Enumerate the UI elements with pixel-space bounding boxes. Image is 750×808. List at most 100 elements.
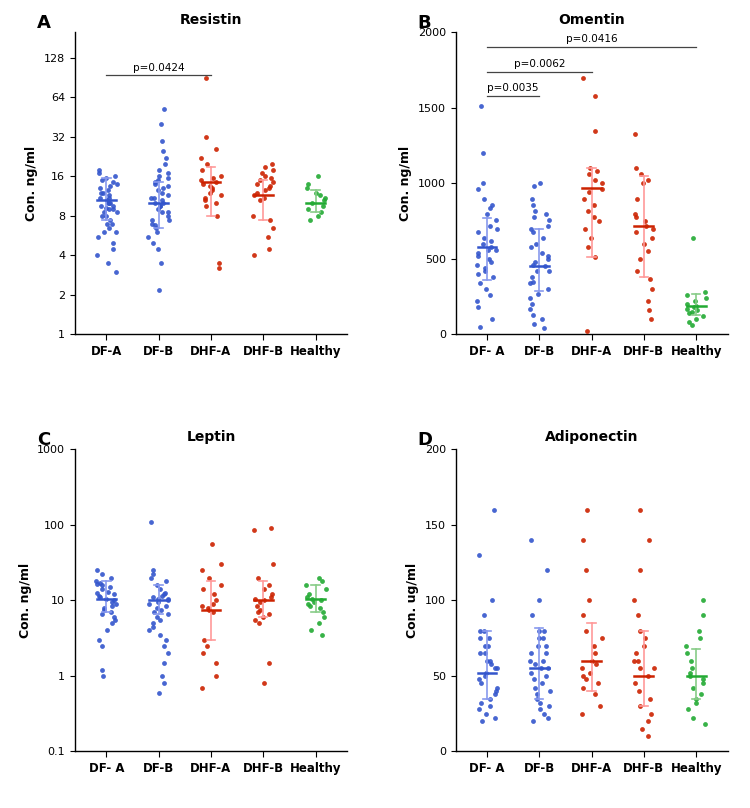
Point	[155, 118, 167, 131]
Point	[646, 283, 658, 296]
Point	[540, 639, 552, 652]
Point	[576, 707, 588, 720]
Point	[149, 219, 161, 232]
Point	[162, 608, 174, 621]
Point	[202, 639, 214, 652]
Point	[304, 624, 316, 637]
Point	[102, 257, 114, 270]
Point	[151, 601, 163, 614]
Point	[477, 238, 489, 250]
Point	[95, 608, 107, 621]
Point	[477, 177, 489, 190]
Point	[699, 718, 711, 730]
Point	[319, 191, 331, 204]
Point	[640, 219, 652, 232]
Point	[686, 662, 698, 675]
Text: p=0.0062: p=0.0062	[514, 58, 565, 69]
Point	[537, 654, 549, 667]
Point	[480, 283, 492, 296]
Point	[683, 316, 695, 329]
Point	[160, 158, 172, 170]
Point	[538, 624, 550, 637]
Text: D: D	[418, 431, 433, 449]
Point	[490, 681, 502, 694]
Point	[158, 588, 170, 601]
Point	[472, 246, 484, 259]
Point	[109, 170, 121, 183]
Point	[536, 246, 548, 259]
Point	[204, 179, 216, 192]
Point	[199, 191, 211, 204]
Point	[253, 606, 265, 619]
Point	[525, 222, 537, 235]
Point	[681, 288, 693, 301]
Point	[529, 672, 541, 685]
Point	[577, 662, 589, 675]
Point	[257, 594, 269, 607]
Point	[302, 591, 313, 604]
Point	[143, 624, 155, 637]
Point	[475, 696, 487, 709]
Point	[110, 597, 122, 610]
Point	[266, 588, 278, 601]
Point	[92, 587, 104, 600]
Point	[577, 609, 589, 622]
Point	[149, 196, 161, 209]
Point	[687, 681, 699, 694]
Point	[314, 571, 326, 584]
Point	[698, 594, 709, 607]
Point	[592, 215, 604, 228]
Point	[154, 200, 166, 213]
Point	[525, 667, 537, 680]
Point	[210, 656, 222, 669]
Point	[648, 662, 660, 675]
Point	[316, 606, 328, 619]
Point	[262, 231, 274, 244]
Point	[525, 533, 537, 546]
Point	[478, 264, 490, 277]
Point	[259, 160, 271, 173]
Point	[589, 124, 601, 137]
Point	[104, 179, 116, 192]
Point	[93, 163, 105, 176]
Point	[486, 198, 498, 211]
Point	[628, 594, 640, 607]
Point	[155, 257, 167, 270]
Point	[152, 163, 164, 176]
Point	[248, 189, 260, 202]
Point	[93, 589, 105, 602]
Point	[690, 313, 702, 326]
Point	[162, 206, 174, 219]
Point	[251, 600, 263, 612]
Point	[634, 503, 646, 516]
Point	[691, 304, 703, 317]
Point	[588, 639, 600, 652]
Point	[473, 672, 485, 685]
Point	[214, 579, 226, 591]
Text: p=0.0416: p=0.0416	[566, 35, 617, 44]
Point	[472, 549, 484, 562]
Point	[254, 194, 266, 207]
Point	[484, 692, 496, 705]
Point	[160, 600, 172, 612]
Point	[156, 589, 168, 602]
Point	[526, 298, 538, 311]
Point	[644, 533, 656, 546]
Point	[202, 571, 214, 584]
Point	[586, 654, 598, 667]
Point	[472, 183, 484, 196]
Point	[161, 166, 173, 179]
Point	[474, 632, 486, 645]
Text: C: C	[37, 431, 50, 449]
Point	[526, 192, 538, 205]
Point	[689, 295, 701, 308]
Point	[259, 170, 271, 183]
Point	[527, 276, 539, 288]
Point	[152, 592, 164, 605]
Point	[628, 207, 640, 220]
Point	[542, 283, 554, 296]
Point	[248, 524, 260, 537]
Point	[93, 166, 105, 179]
Point	[305, 196, 317, 209]
Point	[484, 219, 496, 232]
